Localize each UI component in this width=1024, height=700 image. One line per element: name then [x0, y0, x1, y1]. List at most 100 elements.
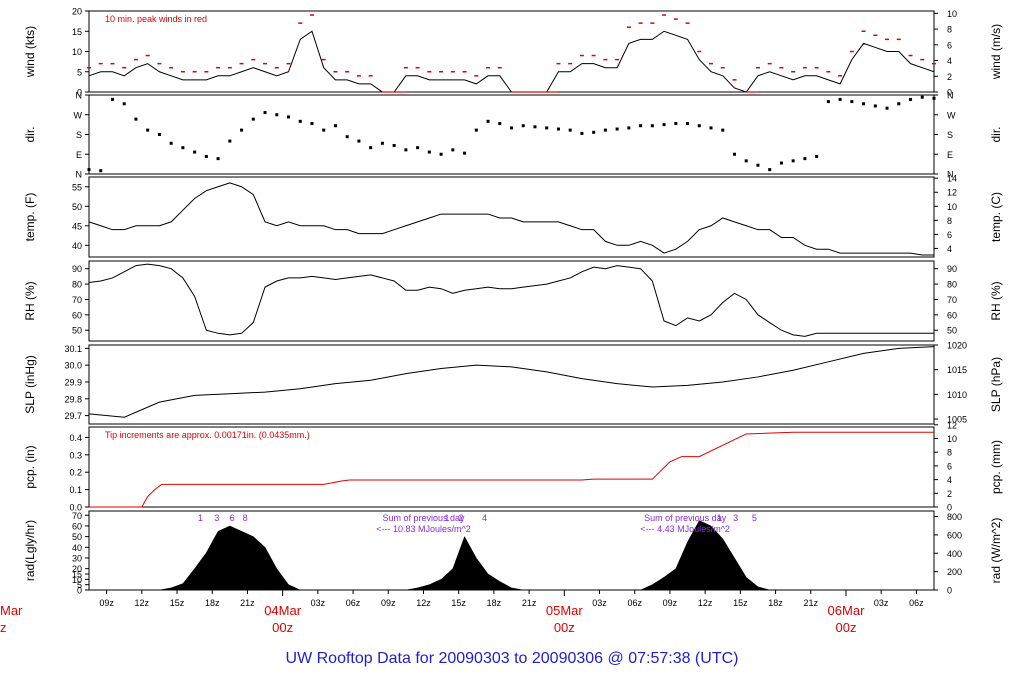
day-label-date: 06Mar: [828, 603, 866, 618]
ytick-label-right: 70: [947, 295, 957, 305]
ytick-label-right: 600: [947, 530, 962, 540]
peak-marker-label: 8: [243, 513, 248, 523]
direction-point: [732, 152, 736, 156]
direction-point: [803, 157, 807, 161]
peak-marker-label: 6: [230, 513, 235, 523]
day-label-time-cut: z: [0, 620, 7, 635]
ytick-label-right: 800: [947, 512, 962, 522]
direction-point: [193, 150, 197, 154]
direction-point: [662, 123, 666, 127]
ytick-label: 50: [72, 532, 82, 542]
panel-temp: 40 45 50 55 4 6 8 10 12 14 temp. (F) temp. (C): [23, 174, 1003, 258]
ytick-label-right: W: [947, 110, 956, 120]
direction-point: [521, 124, 525, 128]
ytick-label-right: 12: [947, 420, 957, 430]
ylabel: RH (%): [23, 281, 37, 320]
direction-point: [873, 104, 877, 108]
series-line: [88, 263, 934, 337]
direction-point: [345, 135, 349, 139]
xtick-label: 03z: [311, 598, 326, 608]
peak-marker-label: 3: [214, 513, 219, 523]
xtick-label: 03z: [592, 598, 607, 608]
direction-point: [826, 100, 830, 104]
direction-point: [333, 124, 337, 128]
panel-rh: 50 60 70 80 90 50 60 70 80 90 RH (%) RH (%): [23, 260, 1003, 342]
ytick-label: 90: [72, 264, 82, 274]
direction-point: [568, 128, 572, 132]
ytick-label-right: 6: [947, 230, 952, 240]
ytick-label: 60: [72, 521, 82, 531]
series-line: [88, 30, 935, 93]
ytick-label-right: 400: [947, 549, 962, 559]
ytick-label: 15: [72, 27, 82, 37]
peak-marker-label: 4: [482, 513, 487, 523]
xtick-label: 21z: [240, 598, 255, 608]
series-line: [88, 182, 934, 256]
xtick-label: 15z: [733, 598, 748, 608]
xtick-label: 12z: [416, 598, 431, 608]
direction-point: [380, 141, 384, 145]
direction-point: [134, 117, 138, 121]
direction-point: [87, 168, 91, 172]
direction-point: [427, 150, 431, 154]
direction-point: [110, 97, 114, 101]
ytick-label: 55: [72, 182, 82, 192]
ytick-label-right: 10: [947, 9, 957, 19]
ytick-label-right: S: [947, 130, 953, 140]
direction-point: [463, 151, 467, 155]
ytick-label-right: 1005: [947, 415, 967, 425]
ytick-label: 29.7: [64, 411, 82, 421]
sum-note-line1: Sum of previous day: [644, 513, 727, 523]
ytick-label: 70: [72, 295, 82, 305]
xtick-label: 09z: [99, 598, 114, 608]
ytick-label: 0: [77, 88, 82, 98]
ytick-label-right: 1010: [947, 390, 967, 400]
ytick-label: S: [76, 130, 82, 140]
xtick-label: 03z: [874, 598, 889, 608]
ytick-label-right: E: [947, 150, 953, 160]
ytick-label: 45: [72, 221, 82, 231]
direction-point: [697, 124, 701, 128]
direction-point: [545, 126, 549, 130]
xtick-label: 12z: [135, 598, 150, 608]
direction-point: [768, 168, 772, 172]
ytick-label-right: 60: [947, 310, 957, 320]
ytick-label-right: 4: [947, 244, 952, 254]
direction-point: [369, 146, 373, 150]
ytick-label-right: 6: [947, 461, 952, 471]
direction-point: [756, 163, 760, 167]
peak-marker-label: 2: [459, 513, 464, 523]
direction-point: [498, 122, 502, 126]
direction-point: [650, 124, 654, 128]
ytick-label: 40: [72, 241, 82, 251]
ytick-label-right: 4: [947, 56, 952, 66]
ytick-label: 15: [72, 569, 82, 579]
ytick-label-right: 8: [947, 216, 952, 226]
direction-point: [885, 106, 889, 110]
ylabel-right: SLP (hPa): [989, 357, 1003, 412]
panel-frame: [88, 176, 935, 258]
ytick-label: N: [76, 170, 83, 180]
ylabel-right: rad (W/m^2): [989, 518, 1003, 584]
ylabel-right: wind (m/s): [989, 24, 1003, 80]
direction-point: [709, 126, 713, 130]
ylabel: rad(Lgly/hr): [23, 520, 37, 581]
chart-title: UW Rooftop Data for 20090303 to 20090306…: [285, 650, 739, 667]
ytick-label-right: 1020: [947, 341, 967, 351]
sum-note-line1: Sum of previous day: [382, 513, 465, 523]
ytick-label: 0.2: [69, 468, 82, 478]
direction-point: [392, 143, 396, 147]
xtick-label: 06z: [627, 598, 642, 608]
direction-point: [721, 128, 725, 132]
direction-point: [510, 126, 513, 130]
panel-frame: [88, 344, 935, 425]
ytick-label: 29.9: [64, 377, 82, 387]
panel-slp: 29.7 29.8 29.9 30.0 30.1 1005 1010 1015 1020 SLP …: [23, 341, 1003, 425]
ytick-label: W: [74, 110, 83, 120]
direction-point: [99, 169, 103, 173]
direction-point: [779, 161, 783, 165]
ylabel: SLP (inHg): [23, 355, 37, 413]
direction-point: [122, 102, 126, 106]
ytick-label: 29.8: [64, 394, 82, 404]
